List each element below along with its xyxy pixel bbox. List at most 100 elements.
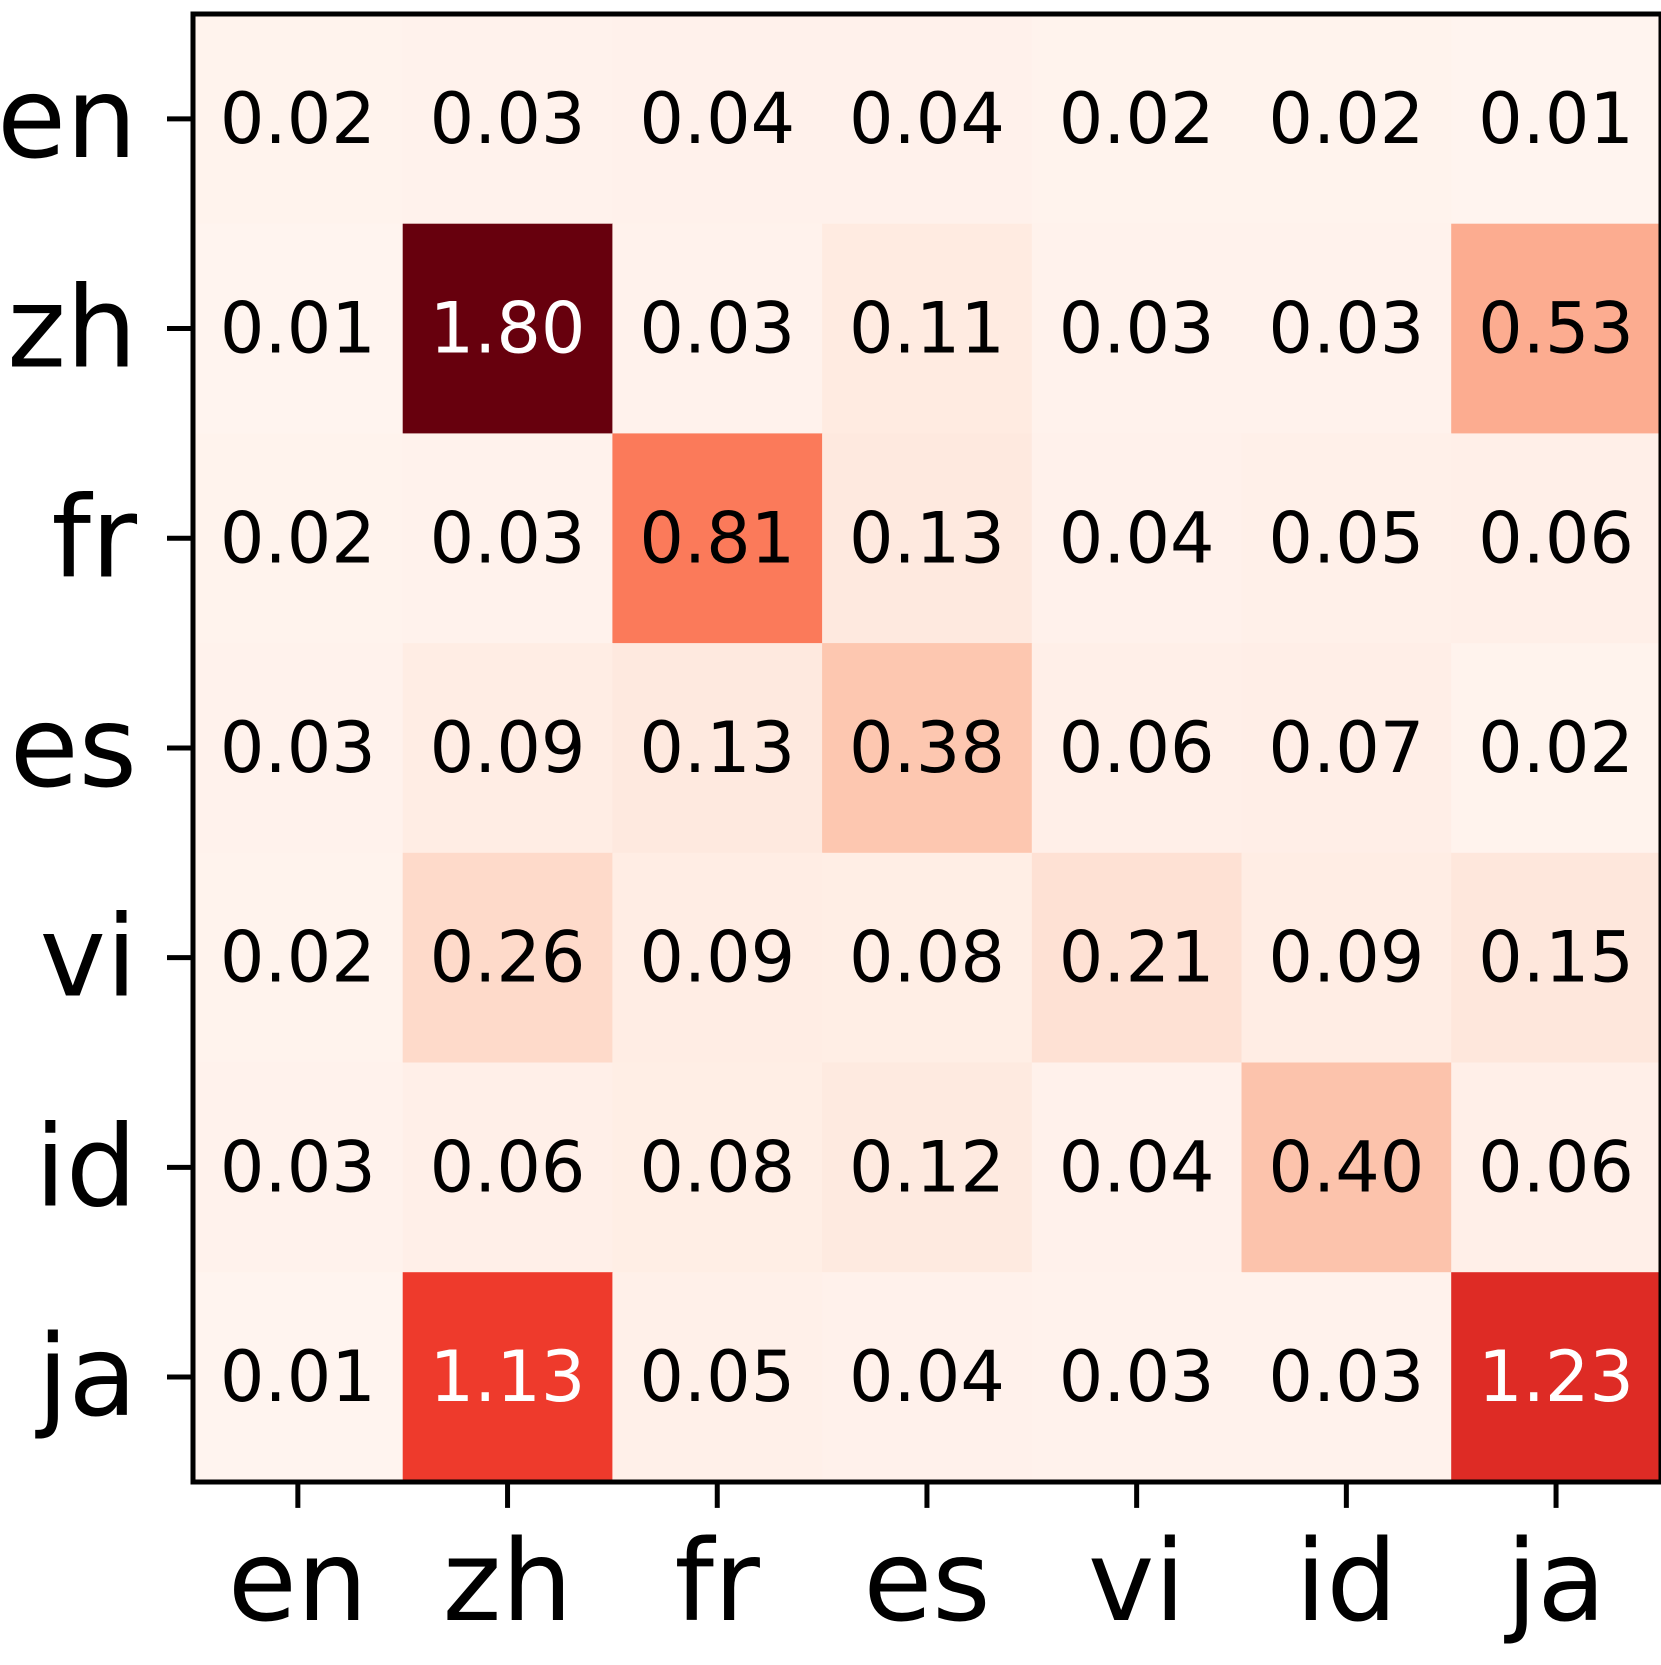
x-tick-label-en: en [228,1517,368,1647]
heatmap-cell-ja-fr [612,1272,823,1483]
x-tick-label-id: id [1295,1517,1397,1647]
cell-value-ja-es: 0.04 [849,1336,1005,1418]
cell-value-zh-zh: 1.80 [430,288,586,370]
cell-value-vi-en: 0.02 [220,917,376,999]
heatmap-cell-fr-en [193,433,404,644]
cell-value-ja-fr: 0.05 [639,1336,795,1418]
y-tick-label-fr: fr [52,473,138,603]
cell-value-ja-en: 0.01 [220,1336,376,1418]
cell-value-zh-fr: 0.03 [639,288,795,370]
cell-value-vi-es: 0.08 [849,917,1005,999]
cell-value-en-id: 0.02 [1268,78,1424,160]
cell-value-zh-vi: 0.03 [1059,288,1215,370]
heatmap-cell-id-id [1241,1062,1452,1273]
heatmap-cell-vi-en [193,852,404,1064]
cell-value-zh-id: 0.03 [1268,288,1424,370]
heatmap-cell-fr-id [1241,433,1452,644]
y-axis: en zh fr es vi id ja [0,54,193,1442]
heatmap-cell-id-es [822,1062,1033,1273]
cell-value-id-zh: 0.06 [430,1126,586,1208]
heatmap-cell-id-vi [1031,1062,1243,1273]
cell-value-en-en: 0.02 [220,78,376,160]
cell-value-es-fr: 0.13 [639,707,795,789]
cell-value-zh-es: 0.11 [849,288,1005,370]
cell-value-ja-vi: 0.03 [1059,1336,1215,1418]
heatmap-cell-es-zh [402,643,613,854]
y-tick-label-en: en [0,54,137,184]
heatmap-cell-zh-zh [402,223,613,434]
cell-value-vi-fr: 0.09 [639,917,795,999]
heatmap-cell-en-ja [1451,14,1661,225]
heatmap-cell-vi-es [822,852,1033,1064]
cell-value-zh-en: 0.01 [220,288,376,370]
cell-value-en-vi: 0.02 [1059,78,1215,160]
heatmap-cell-fr-ja [1451,433,1661,644]
x-tick-label-fr: fr [675,1517,761,1647]
heatmap-cell-en-vi [1031,14,1243,225]
cell-value-en-fr: 0.04 [639,78,795,160]
cell-value-es-vi: 0.06 [1059,707,1215,789]
cell-value-id-es: 0.12 [849,1126,1005,1208]
y-tick-label-id: id [35,1102,137,1232]
cell-value-id-fr: 0.08 [639,1126,795,1208]
heatmap-cell-ja-ja [1451,1272,1661,1483]
cell-value-es-ja: 0.02 [1478,707,1634,789]
heatmap-cell-es-fr [612,643,823,854]
cell-value-vi-ja: 0.15 [1478,917,1634,999]
heatmap-cell-en-fr [612,14,823,225]
heatmap-cell-vi-zh [402,852,613,1064]
cell-value-fr-zh: 0.03 [430,497,586,579]
x-tick-label-zh: zh [443,1517,573,1647]
heatmap-cell-fr-es [822,433,1033,644]
heatmap-cell-fr-fr [612,433,823,644]
heatmap-cell-en-id [1241,14,1452,225]
y-tick-label-ja: ja [34,1312,137,1442]
cell-value-fr-vi: 0.04 [1059,497,1215,579]
heatmap-cell-ja-vi [1031,1272,1243,1483]
x-tick-label-vi: vi [1088,1517,1185,1647]
heatmap-cell-vi-ja [1451,852,1661,1064]
cell-value-vi-vi: 0.21 [1059,917,1215,999]
cell-value-zh-ja: 0.53 [1478,288,1634,370]
heatmap-cell-en-es [822,14,1033,225]
cell-value-fr-id: 0.05 [1268,497,1424,579]
heatmap-cell-ja-es [822,1272,1033,1483]
heatmap-cell-es-en [193,643,404,854]
cell-value-fr-ja: 0.06 [1478,497,1634,579]
cell-value-en-zh: 0.03 [430,78,586,160]
heatmap-cell-es-ja [1451,643,1661,854]
heatmap-cell-zh-en [193,223,404,434]
heatmap-cell-fr-zh [402,433,613,644]
cell-value-en-es: 0.04 [849,78,1005,160]
value-labels-layer: 0.02 0.03 0.04 0.04 0.02 0.02 0.01 0.01 1.80 0.03… [220,78,1634,1418]
cell-value-ja-zh: 1.13 [430,1336,586,1418]
heatmap-cell-vi-vi [1031,852,1243,1064]
cell-value-ja-ja: 1.23 [1478,1336,1634,1418]
heatmap-cell-ja-id [1241,1272,1452,1483]
heatmap-cell-zh-id [1241,223,1452,434]
cell-value-vi-id: 0.09 [1268,917,1424,999]
x-axis: en zh fr es vi id ja [228,1481,1606,1647]
heatmap-cell-vi-fr [612,852,823,1064]
heatmap-cell-zh-es [822,223,1033,434]
cell-value-id-id: 0.40 [1268,1126,1424,1208]
heatmap-cell-zh-vi [1031,223,1243,434]
cell-value-es-zh: 0.09 [430,707,586,789]
cell-value-es-en: 0.03 [220,707,376,789]
heatmap-cell-es-id [1241,643,1452,854]
y-tick-label-vi: vi [40,893,137,1023]
cell-value-vi-zh: 0.26 [430,917,586,999]
x-tick-label-es: es [863,1517,990,1647]
heatmap-cell-ja-en [193,1272,404,1483]
heatmap-cell-id-fr [612,1062,823,1273]
heatmap-cell-es-es [822,643,1033,854]
cells-layer [193,14,1661,1483]
x-tick-label-ja: ja [1503,1517,1606,1647]
heatmap-cell-es-vi [1031,643,1243,854]
heatmap-cell-vi-id [1241,852,1452,1064]
cell-value-fr-es: 0.13 [849,497,1005,579]
cell-value-id-vi: 0.04 [1059,1126,1215,1208]
cell-value-fr-fr: 0.81 [639,497,795,579]
heatmap-cell-id-zh [402,1062,613,1273]
